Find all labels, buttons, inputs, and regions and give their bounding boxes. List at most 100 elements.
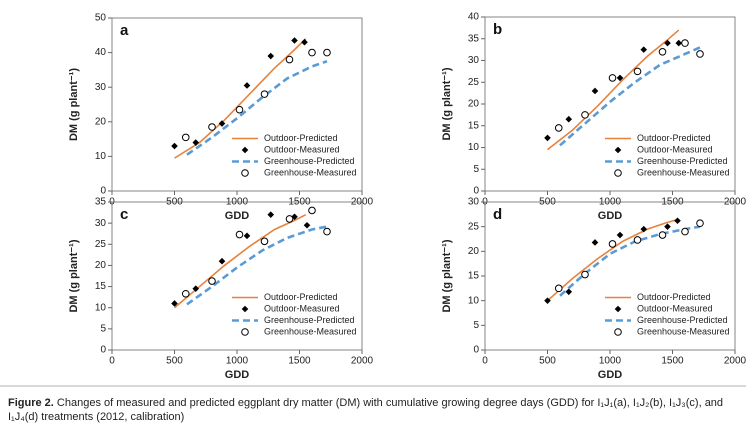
y-tick-label: 5 xyxy=(473,320,479,331)
x-tick-label: 0 xyxy=(482,356,488,367)
dashed-line xyxy=(186,60,328,156)
legend-label: Outdoor-Measured xyxy=(264,144,340,154)
y-tick-label: 30 xyxy=(468,55,480,66)
y-tick-label: 5 xyxy=(100,323,106,334)
legend-label: Outdoor-Predicted xyxy=(264,133,338,143)
y-tick-label: 20 xyxy=(95,116,107,127)
legend-label: Outdoor-Predicted xyxy=(264,292,338,302)
legend-label: Greenhouse-Predicted xyxy=(637,315,728,325)
y-tick-label: 0 xyxy=(473,345,479,356)
y-tick-label: 10 xyxy=(95,151,107,162)
y-tick-label: 30 xyxy=(95,82,107,93)
panel-label: b xyxy=(493,21,502,38)
circle-marker xyxy=(208,277,216,285)
y-tick-label: 25 xyxy=(468,221,480,232)
diamond-marker xyxy=(565,288,573,296)
y-tick-label: 10 xyxy=(468,295,480,306)
x-axis-label: GDD xyxy=(225,369,250,381)
legend-swatch xyxy=(614,328,622,336)
circle-marker xyxy=(260,90,269,98)
legend-label: Greenhouse-Measured xyxy=(264,167,357,177)
legend-label: Greenhouse-Measured xyxy=(637,326,730,336)
y-axis-label: DM (g plant⁻¹) xyxy=(441,67,453,140)
line xyxy=(546,218,679,302)
circle-marker xyxy=(696,219,704,228)
y-tick-label: 40 xyxy=(468,12,480,23)
diamond-marker xyxy=(267,211,275,218)
legend-label: Greenhouse-Predicted xyxy=(637,156,728,166)
legend-swatch xyxy=(241,146,249,154)
legend-label: Outdoor-Predicted xyxy=(637,292,711,302)
y-tick-label: 25 xyxy=(95,239,107,250)
y-axis-label: DM (g plant⁻¹) xyxy=(68,239,80,312)
circle-marker xyxy=(235,105,244,114)
caption-text: Changes of measured and predicted eggpla… xyxy=(8,397,724,423)
panel-label: a xyxy=(120,22,129,39)
circle-marker xyxy=(658,231,667,239)
legend-label: Greenhouse-Measured xyxy=(637,167,730,177)
diamond-marker xyxy=(291,37,298,44)
legend-swatch xyxy=(241,305,249,313)
diamond-marker xyxy=(192,285,200,292)
circle-marker xyxy=(554,124,563,132)
y-tick-label: 0 xyxy=(100,186,106,197)
y-tick-label: 0 xyxy=(473,186,479,197)
y-tick-label: 20 xyxy=(468,246,480,257)
y-tick-label: 15 xyxy=(95,281,107,292)
circle-marker xyxy=(323,227,331,236)
circle-marker xyxy=(554,284,563,293)
diamond-marker xyxy=(303,221,311,229)
x-axis-label: GDD xyxy=(598,210,623,222)
y-tick-label: 35 xyxy=(468,33,480,44)
y-tick-label: 15 xyxy=(468,271,480,282)
diamond-marker xyxy=(218,120,226,127)
legend-label: Greenhouse-Measured xyxy=(264,326,357,336)
circle-marker xyxy=(260,237,269,246)
x-axis-label: GDD xyxy=(598,369,623,381)
circle-marker xyxy=(633,236,642,244)
y-tick-label: 50 xyxy=(95,13,107,24)
circle-marker xyxy=(608,74,617,82)
caption: Figure 2. Changes of measured and predic… xyxy=(8,396,738,424)
circle-marker xyxy=(308,48,316,57)
panel-label: c xyxy=(120,206,128,223)
circle-marker xyxy=(581,111,589,119)
diamond-marker xyxy=(675,39,683,47)
panel-label: d xyxy=(493,206,502,223)
circle-marker xyxy=(581,270,589,279)
diamond-marker xyxy=(544,134,551,142)
circle-marker xyxy=(235,230,244,239)
line xyxy=(174,38,307,159)
y-axis-label: DM (g plant⁻¹) xyxy=(68,68,80,141)
y-tick-label: 30 xyxy=(95,218,107,229)
legend-label: Outdoor-Predicted xyxy=(637,133,711,143)
diamond-marker xyxy=(171,142,178,150)
diamond-marker xyxy=(640,225,648,233)
x-tick-label: 500 xyxy=(166,356,183,367)
legend-swatch xyxy=(614,146,622,154)
circle-marker xyxy=(608,240,617,248)
dashed-line xyxy=(186,225,328,306)
x-tick-label: 500 xyxy=(539,356,556,367)
diamond-marker xyxy=(664,223,671,230)
diamond-marker xyxy=(616,231,624,239)
caption-label: Figure 2. xyxy=(8,397,54,409)
y-tick-label: 25 xyxy=(468,77,480,88)
y-tick-label: 35 xyxy=(95,197,107,208)
y-axis-label: DM (g plant⁻¹) xyxy=(441,239,453,312)
y-tick-label: 15 xyxy=(468,120,480,131)
diamond-marker xyxy=(243,232,251,240)
x-axis-label: GDD xyxy=(225,210,250,222)
x-tick-label: 1500 xyxy=(288,356,311,367)
line xyxy=(173,213,307,309)
legend-swatch xyxy=(614,169,622,177)
legend-label: Outdoor-Measured xyxy=(264,303,340,313)
y-tick-label: 20 xyxy=(468,99,480,110)
diamond-marker xyxy=(640,46,648,53)
circle-marker xyxy=(681,227,689,236)
circle-marker xyxy=(181,289,190,298)
circle-marker xyxy=(658,48,667,56)
legend-label: Greenhouse-Predicted xyxy=(264,315,355,325)
legend-swatch xyxy=(241,169,249,177)
x-tick-label: 1500 xyxy=(661,356,684,367)
